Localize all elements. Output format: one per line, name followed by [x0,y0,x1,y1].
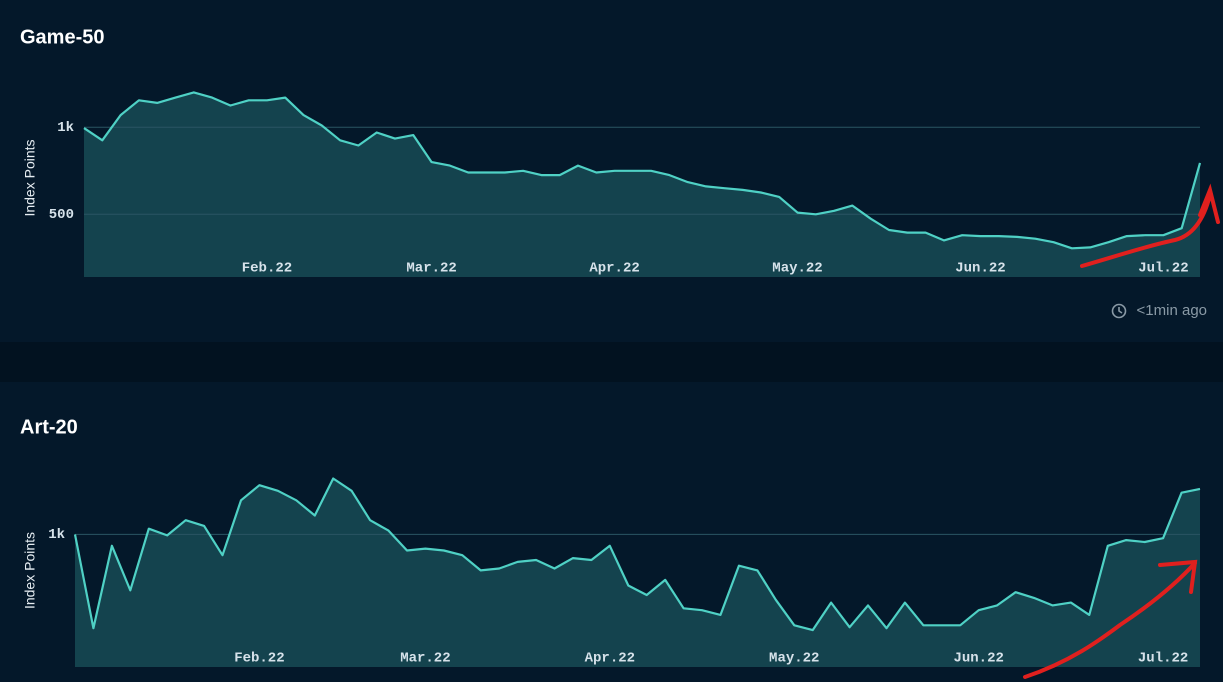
x-tick-label: Apr.22 [585,651,635,667]
x-tick-label: Mar.22 [406,261,456,277]
line [83,91,1202,250]
x-tick-label: Jun.22 [953,651,1003,667]
updated-status: <1min ago [1137,302,1207,319]
y-axis-label: Index Points [22,139,38,216]
area [84,92,1200,278]
x-tick-label: Feb.22 [242,261,292,277]
y-tick-label: 1k [48,527,65,543]
y-axis-label: Index Points [22,532,38,609]
x-tick-label: Mar.22 [400,651,450,667]
x-tick-label: May.22 [769,651,819,667]
x-tick-label: Jul.22 [1138,651,1188,667]
clock-icon [1111,303,1127,319]
x-tick-label: Jun.22 [955,261,1005,277]
annotation-arrow [1080,183,1220,268]
chart-title: Game-50 [20,26,105,48]
chart-title: Art-20 [20,416,78,438]
x-tick-label: Apr.22 [589,261,639,277]
line [73,477,1201,632]
annotation-arrow [1023,559,1198,679]
y-tick-label: 1k [57,120,74,136]
x-tick-label: May.22 [772,261,822,277]
x-tick-label: Jul.22 [1138,261,1188,277]
y-tick-label: 500 [49,207,74,223]
separator [0,342,1223,382]
x-tick-label: Feb.22 [234,651,284,667]
